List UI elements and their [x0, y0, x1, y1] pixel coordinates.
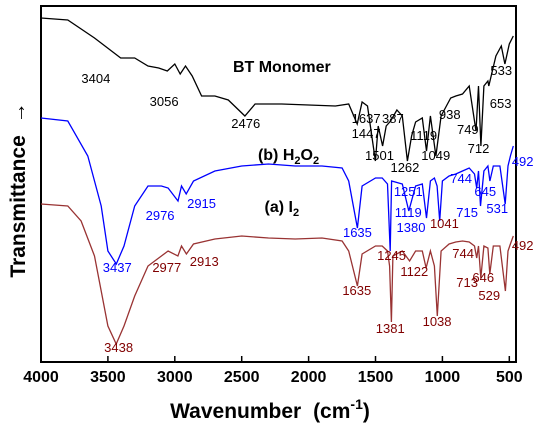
- peak-label: 938: [439, 107, 461, 122]
- peak-label: 387: [382, 111, 404, 126]
- x-tick-label: 1000: [425, 369, 461, 386]
- series-label: (a) I2: [265, 199, 300, 219]
- peak-label: 1119: [410, 128, 437, 143]
- x-axis-unit-close: ): [363, 400, 370, 423]
- peak-label: 3437: [103, 260, 132, 275]
- peak-label: 645: [474, 184, 496, 199]
- x-tick-label: 500: [496, 369, 523, 386]
- peak-label: 1038: [423, 314, 452, 329]
- x-tick-label: 2000: [291, 369, 327, 386]
- y-axis-arrow: →: [7, 102, 30, 123]
- x-tick-label: 4000: [23, 369, 59, 386]
- peak-label: 2915: [187, 196, 216, 211]
- peak-label: 713: [456, 275, 478, 290]
- peak-label: 492: [512, 238, 534, 253]
- spectra-curves: [40, 17, 514, 346]
- peak-label: 1635: [342, 283, 371, 298]
- y-axis-title: Transmittance: [7, 135, 30, 277]
- x-axis-unit-open: (cm: [313, 400, 350, 423]
- peak-label: 1447: [352, 126, 381, 141]
- peak-label: 1262: [390, 160, 419, 175]
- peak-label: 1501: [365, 148, 394, 163]
- peak-label: 1637: [352, 111, 381, 126]
- series-line-0: [40, 17, 514, 162]
- peak-label: 3438: [104, 340, 133, 355]
- peak-label: 2913: [190, 254, 219, 269]
- peak-label: 529: [478, 288, 500, 303]
- x-axis-label: Wavenumber (cm-1): [170, 396, 370, 423]
- peak-label: 1251: [394, 184, 423, 199]
- peak-label: 1041: [430, 216, 459, 231]
- peak-label: 1381: [376, 321, 405, 336]
- peak-label: 1119: [395, 205, 422, 220]
- peak-label: 2976: [146, 208, 175, 223]
- peak-label: 744: [450, 171, 472, 186]
- x-axis-ticks: 4000 3500 3000 2500 2000 1500 1000 500: [23, 356, 523, 386]
- x-tick-label: 3000: [157, 369, 193, 386]
- peak-label: 712: [468, 141, 490, 156]
- peak-label: 749: [457, 122, 479, 137]
- peak-label: 1049: [421, 148, 450, 163]
- x-tick-label: 2500: [224, 369, 260, 386]
- x-axis-title: Wavenumber: [170, 400, 301, 423]
- peak-label: 2476: [231, 116, 260, 131]
- peak-label: 1122: [400, 264, 428, 279]
- peak-label: 646: [472, 270, 494, 285]
- x-tick-label: 1500: [358, 369, 394, 386]
- peak-label: 531: [486, 201, 508, 216]
- series-labels: BT Monomer (b) H2O2 (a) I2: [233, 59, 331, 219]
- x-axis-unit-sup: -1: [350, 396, 363, 412]
- plot-frame: [40, 5, 517, 363]
- peak-label: 1380: [397, 220, 426, 235]
- peak-label: 3404: [81, 71, 110, 86]
- peak-label: 533: [490, 63, 512, 78]
- x-tick-label: 3500: [90, 369, 126, 386]
- peak-label: 3056: [150, 94, 179, 109]
- peak-label: 1245: [377, 248, 406, 263]
- series-label: (b) H2O2: [258, 147, 319, 167]
- y-axis-label: Transmittance →: [7, 102, 30, 277]
- peak-label: 653: [490, 96, 512, 111]
- series-line-2: [40, 203, 514, 346]
- series-line-1: [40, 117, 514, 266]
- peak-label: 492: [512, 154, 534, 169]
- series-label: BT Monomer: [233, 59, 331, 76]
- peak-label: 715: [456, 205, 478, 220]
- peak-label: 1635: [343, 225, 372, 240]
- peak-label: 2977: [152, 260, 181, 275]
- peak-label: 744: [452, 246, 474, 261]
